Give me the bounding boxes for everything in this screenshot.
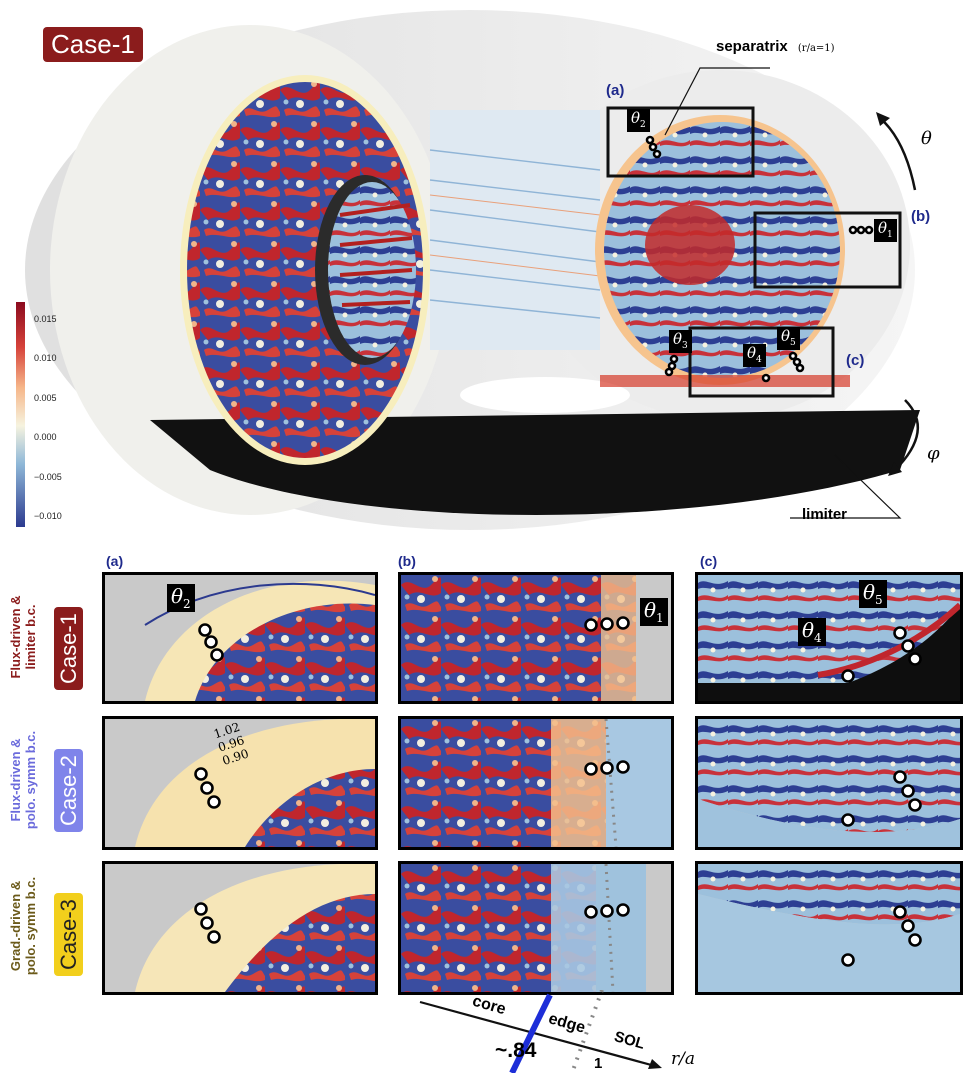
- row-label-1: Flux-driven & limiter b.c. Case-1: [8, 572, 98, 704]
- colorbar-ticks: 0.015 0.010 0.005 0.000 −0.005 −0.010: [28, 302, 78, 527]
- radial-axis: [400, 989, 720, 1075]
- row1-desc-line2: limiter b.c.: [23, 604, 38, 670]
- theta1-tag-panel: θ1: [640, 598, 668, 627]
- separatrix-note: (r/a=1): [797, 43, 835, 54]
- axis-xlabel: r/a: [671, 1049, 695, 1069]
- theta5-tag-top: θ5: [777, 327, 800, 350]
- panel-case3-a: [102, 861, 378, 995]
- torus-figure: [16, 10, 920, 530]
- separatrix-label: separatrix (r/a=1): [716, 38, 835, 55]
- panel-case3-c: [695, 861, 963, 995]
- box-b: [753, 211, 902, 289]
- theta-arrow-label: θ: [921, 128, 932, 149]
- colorbar-tick: −0.010: [34, 511, 62, 521]
- theta3-tag-top-sub: 3: [682, 341, 688, 351]
- colorbar-gradient: [16, 302, 25, 527]
- theta4-tag-panel-sub: 4: [814, 631, 822, 645]
- col-label-b: (b): [398, 553, 416, 569]
- theta2-tag-panel-sub: 2: [183, 597, 191, 611]
- row3-desc: Grad.-driven & polo. symm b.c.: [8, 858, 38, 994]
- row1-desc: Flux-driven & limiter b.c.: [8, 572, 38, 702]
- axis-boundary-value: ~.84: [495, 1039, 537, 1062]
- row1-case-badge: Case-1: [54, 607, 83, 690]
- theta5-tag-top-sub: 5: [790, 338, 796, 348]
- panel-case3-b: [398, 861, 674, 995]
- box-a-label: (a): [606, 82, 625, 99]
- theta1-tag-top: θ1: [874, 219, 897, 242]
- col-label-a: (a): [106, 553, 124, 569]
- box-b-label: (b): [911, 208, 931, 225]
- panel-case1-c: [695, 572, 963, 704]
- panel-case2-a: [102, 716, 378, 850]
- axis-sep-value: 1: [594, 1055, 603, 1072]
- row2-desc-line2: polo. symm b.c.: [23, 730, 38, 830]
- phi-arrow-label: φ: [927, 443, 940, 464]
- colorbar-tick: 0.010: [34, 353, 57, 363]
- theta2-tag-top-sub: 2: [640, 120, 646, 130]
- theta1-tag-panel-sub: 1: [656, 611, 664, 625]
- row-label-2: Flux-driven & polo. symm b.c. Case-2: [8, 712, 98, 848]
- colorbar-tick: 0.005: [34, 393, 57, 403]
- theta3-tag-top: θ3: [669, 330, 692, 353]
- box-c: [688, 326, 835, 398]
- theta4-tag-panel: θ4: [798, 618, 826, 647]
- row2-case-badge: Case-2: [54, 749, 83, 832]
- row1-desc-line1: Flux-driven &: [8, 595, 23, 679]
- row3-desc-line1: Grad.-driven &: [8, 880, 23, 972]
- row3-desc-line2: polo. symm b.c.: [23, 876, 38, 976]
- row2-desc: Flux-driven & polo. symm b.c.: [8, 712, 38, 848]
- panel-case1-a: [102, 572, 378, 704]
- top-case-badge: Case-1: [43, 27, 143, 62]
- row3-case-badge: Case-3: [54, 893, 83, 976]
- theta4-tag-top-sub: 4: [756, 355, 762, 365]
- colorbar-tick: −0.005: [34, 472, 62, 482]
- theta2-tag-top: θ2: [627, 109, 650, 132]
- theta4-tag-top: θ4: [743, 344, 766, 367]
- panel-case2-c: [695, 716, 963, 850]
- box-c-label: (c): [846, 352, 865, 369]
- theta5-tag-panel: θ5: [859, 580, 887, 609]
- theta5-tag-panel-sub: 5: [875, 593, 883, 607]
- separatrix-text: separatrix: [716, 38, 788, 55]
- limiter-label: limiter: [802, 506, 848, 523]
- colorbar-tick: 0.000: [34, 432, 57, 442]
- box-a: [606, 106, 755, 178]
- panel-case1-b: [398, 572, 674, 704]
- panel-case2-b: [398, 716, 674, 850]
- theta2-tag-panel: θ2: [167, 584, 195, 613]
- theta1-tag-top-sub: 1: [887, 230, 893, 240]
- colorbar-tick: 0.015: [34, 314, 57, 324]
- row-label-3: Grad.-driven & polo. symm b.c. Case-3: [8, 858, 98, 994]
- col-label-c: (c): [700, 553, 718, 569]
- row2-desc-line1: Flux-driven &: [8, 738, 23, 822]
